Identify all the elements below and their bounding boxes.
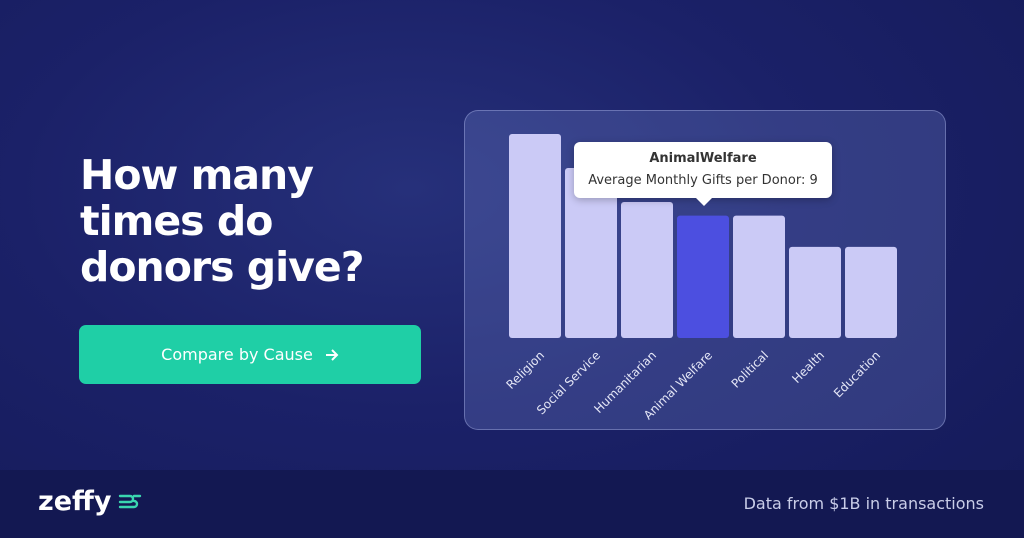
headline: How many times do donors give?	[80, 151, 365, 291]
logo: zeffy	[38, 486, 144, 517]
button-label: Compare by Cause	[161, 345, 313, 364]
arrow-icon	[325, 348, 339, 361]
tooltip: AnimalWelfare Average Monthly Gifts per …	[574, 142, 832, 206]
bar	[733, 215, 785, 338]
footer-text: Data from $1B in transactions	[743, 494, 984, 513]
bar	[621, 202, 673, 338]
tooltip-value: 9	[809, 173, 818, 188]
x-tick-label: Health	[789, 348, 827, 386]
footer-band	[0, 470, 1024, 538]
cta-button[interactable]: Compare by Cause	[79, 325, 421, 384]
bar	[789, 246, 841, 338]
tooltip-label: Average Monthly Gifts per Donor:	[588, 173, 806, 188]
x-tick-label: Political	[729, 348, 772, 391]
tooltip-title: AnimalWelfare	[649, 151, 757, 166]
logo-text: zeffy	[38, 486, 112, 517]
bar	[565, 168, 617, 338]
bar	[509, 134, 561, 338]
logo-icon	[118, 494, 141, 508]
tooltip-text: Average Monthly Gifts per Donor: 9	[574, 173, 832, 188]
bar	[845, 246, 897, 338]
x-tick-label: Education	[831, 348, 883, 400]
x-tick-label: Religion	[503, 348, 547, 392]
bar	[677, 215, 729, 338]
